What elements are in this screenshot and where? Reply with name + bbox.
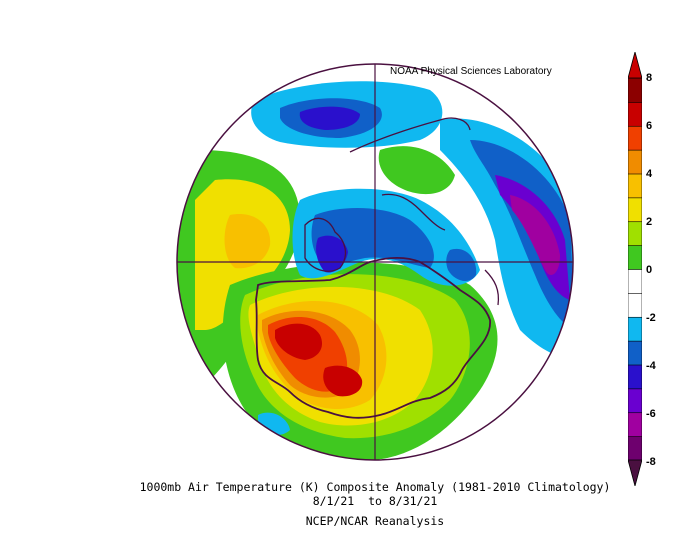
colorbar-label: -6 <box>646 408 656 420</box>
colorbar-segment <box>628 388 642 414</box>
colorbar-label: 4 <box>646 168 653 180</box>
colorbar-segment <box>628 173 642 199</box>
credit-label: NOAA Physical Sciences Laboratory <box>390 66 552 77</box>
colorbar-segment <box>628 244 642 270</box>
colorbar-label: -8 <box>646 456 656 468</box>
colorbar-label: 2 <box>646 216 653 228</box>
colorbar-segment <box>628 316 642 342</box>
colorbar-label: -4 <box>646 360 656 372</box>
date-range: 8/1/21 to 8/31/21 <box>312 494 438 508</box>
colorbar-segment <box>628 292 642 318</box>
colorbar-segment <box>628 149 642 175</box>
colorbar-segment <box>628 125 642 151</box>
colorbar-segment <box>628 364 642 390</box>
colorbar-label: -2 <box>646 312 656 324</box>
colorbar-max-arrow <box>628 52 642 79</box>
colorbar-label: 8 <box>646 72 653 84</box>
colorbar-label: 6 <box>646 120 653 132</box>
colorbar-segment <box>628 197 642 223</box>
colorbar-segment <box>628 268 642 294</box>
colorbar-segment <box>628 220 642 246</box>
colorbar-segment <box>628 435 642 461</box>
colorbar-min-arrow <box>628 459 642 486</box>
figure-title: 1000mb Air Temperature (K) Composite Ano… <box>139 480 611 494</box>
figure-title-block: 1000mb Air Temperature (K) Composite Ano… <box>120 480 630 528</box>
data-source: NCEP/NCAR Reanalysis <box>305 514 445 528</box>
colorbar-segment <box>628 340 642 366</box>
colorbar-segment <box>628 411 642 437</box>
colorbar <box>628 52 642 486</box>
colorbar-segment <box>628 77 642 103</box>
map-boundary <box>176 63 574 461</box>
colorbar-segment <box>628 101 642 127</box>
colorbar-label: 0 <box>646 264 653 276</box>
